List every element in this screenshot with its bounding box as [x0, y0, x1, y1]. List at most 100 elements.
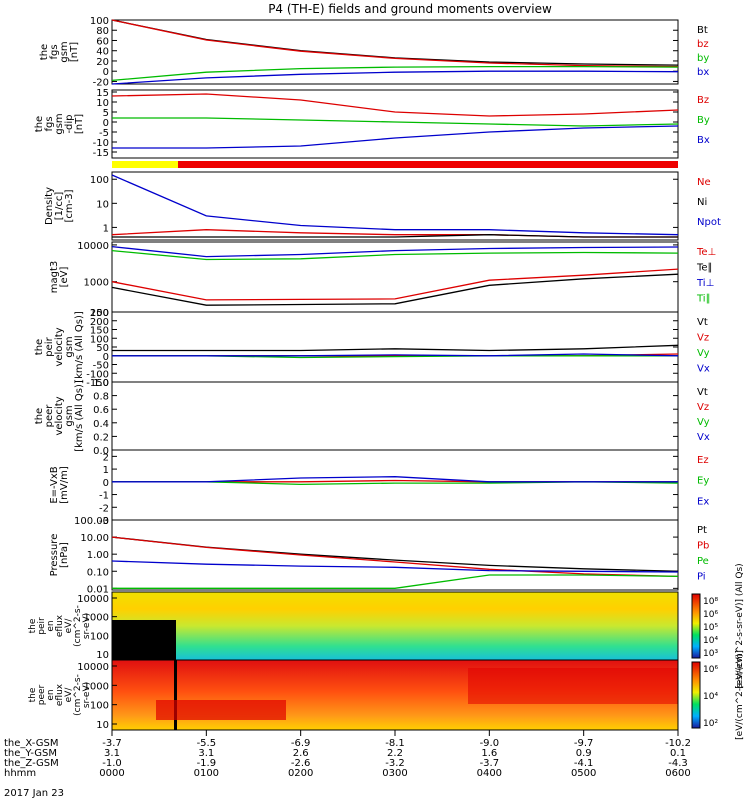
y-axis-label: [nT] [74, 114, 85, 134]
y-tick-label: 10000 [77, 662, 109, 673]
panel-3: 100 10 1 Density [1/cc] [cm-3] Ne Ni Npot [44, 171, 721, 241]
y-tick-label: 0.2 [93, 432, 109, 443]
y-axis-label: the [34, 408, 45, 424]
data-gap [174, 660, 177, 730]
y-axis-label: eV/ [64, 687, 74, 703]
y-tick-label: 50 [96, 343, 109, 354]
y-tick-label: 0.10 [87, 567, 109, 578]
series-line-By [112, 117, 679, 127]
legend-Ti⊥: Ti⊥ [696, 278, 714, 289]
y-tick-label: 1000 [84, 613, 109, 624]
x-tick-label: -8.1 [385, 738, 405, 749]
series-line-Pe [112, 574, 679, 589]
spectrogram-2: 10000 1000 100 10 the peer en eflux eV/(cm^2-s-s… [28, 659, 679, 731]
legend-Te∥: Te∥ [696, 263, 713, 274]
y-tick-label: 0 [103, 118, 109, 129]
panel-8: 100.00 10.00 1.00 0.10 0.01 Pressure [nPa] Pt Pb… [49, 516, 709, 595]
x-tick-label: 0400 [477, 768, 502, 779]
x-tick-label: 1.6 [481, 748, 497, 759]
colorbar-scale [691, 661, 701, 729]
series-line-Pb [111, 536, 679, 578]
x-tick-label: -1.9 [197, 758, 217, 769]
y-axis-label: peer [44, 404, 55, 428]
y-tick-label: -3 [99, 516, 109, 527]
y-axis-label: gsm [54, 113, 65, 134]
y-axis-label: peer [37, 684, 47, 705]
series-line-Ni [112, 234, 678, 238]
spectrogram-feature [468, 668, 678, 704]
series-line-Ti⊥ [111, 245, 679, 258]
colorbar-tick-label: 10⁴ [703, 636, 718, 646]
legend-Pe: Pe [697, 556, 709, 567]
x-row-label: the_Y-GSM [4, 748, 57, 759]
y-axis-label: sr-eV) [82, 682, 92, 708]
y-tick-label: 0 [103, 352, 109, 363]
y-axis-label: eflux [55, 683, 65, 706]
chart-title: P4 (TH-E) fields and ground moments over… [268, 2, 552, 16]
y-axis-label: gsm [64, 405, 75, 426]
y-axis-label: Density [44, 187, 55, 225]
panel-6: 1.0 0.8 0.6 0.4 0.2 0.0 the peer velocity gsm [km/… [34, 378, 710, 457]
x-tick-label: 0300 [382, 768, 407, 779]
colorbar-tick-label: 10³ [703, 649, 718, 659]
x-tick-label: -3.2 [385, 758, 405, 769]
y-axis-label: [cm-3] [64, 189, 75, 222]
series-line-Te∥ [111, 273, 679, 306]
y-tick-label: 0.4 [93, 419, 109, 430]
colorbar-1: 10⁸ 10⁶ 10⁵ 10⁴ 10³ [eV/(cm^2-s-sr-eV)] (All … [691, 563, 745, 689]
y-tick-label: 150 [90, 326, 109, 337]
y-axis-label: fgs [44, 116, 55, 131]
y-axis-label: velocity [54, 396, 65, 435]
y-tick-label: -100 [86, 369, 109, 380]
y-axis-label: (cm^2-s- [73, 674, 83, 716]
legend-Vx: Vx [697, 364, 710, 375]
x-tick-label: -4.3 [668, 758, 688, 769]
legend-Npot: Npot [697, 217, 721, 228]
legend-Vz: Vz [697, 402, 709, 413]
series-line-Ex [112, 476, 678, 483]
y-tick-label: 10000 [77, 241, 109, 252]
y-tick-label: 250 [90, 308, 109, 319]
series-line-Pt [111, 536, 679, 572]
date-label: 2017 Jan 23 [4, 788, 64, 799]
time-axis: the_X-GSMthe_Y-GSMthe_Z-GSMhhmm-3.73.1-1… [4, 730, 691, 779]
mode-bar-fast [178, 161, 678, 168]
y-axis-label: peir [44, 336, 55, 356]
y-tick-label: 100 [90, 334, 109, 345]
y-axis-label: sr-eV) [82, 613, 92, 639]
series-line-Te⊥ [111, 268, 679, 301]
legend-Bt: Bt [697, 25, 708, 36]
y-tick-label: 0.0 [93, 446, 109, 457]
series-line-Bx [112, 125, 679, 149]
x-row-label: the_X-GSM [4, 738, 58, 749]
y-axis-label: eflux [55, 614, 65, 637]
y-axis-label: [km/s (All Qs)] [74, 311, 85, 383]
y-axis-label: [eV] [59, 267, 70, 288]
x-tick-label: -10.2 [665, 738, 691, 749]
series-line-Pi [111, 560, 679, 573]
colorbar-tick-label: 10⁶ [703, 665, 718, 675]
x-tick-label: -1.0 [102, 758, 122, 769]
y-tick-label: 0.8 [93, 392, 109, 403]
y-tick-label: 1000 [84, 278, 109, 289]
x-tick-label: -9.0 [480, 738, 500, 749]
spectrogram-feature [156, 700, 286, 720]
y-axis-label: [nPa] [59, 542, 70, 568]
y-axis-label: fgs [49, 44, 60, 59]
series-line-bx [111, 70, 679, 85]
y-axis-label: the [28, 618, 38, 633]
spectrogram-1: 10000 1000 100 10 the peir en eflux eV/(cm^2-s-s… [28, 591, 679, 661]
panel-frame [111, 519, 679, 591]
mode-bar-slow [112, 161, 178, 168]
panel-4: 10000 1000 100 magt3 [eV] Te⊥ Te∥ Ti⊥ Ti∥ [49, 241, 716, 319]
legend-bz: bz [697, 39, 709, 50]
y-axis-label: the [39, 44, 50, 60]
y-tick-label: 200 [90, 317, 109, 328]
x-tick-label: 0600 [665, 768, 690, 779]
legend-Pi: Pi [697, 572, 706, 583]
panel-frame [111, 381, 679, 451]
series-line-Vx [112, 353, 679, 357]
